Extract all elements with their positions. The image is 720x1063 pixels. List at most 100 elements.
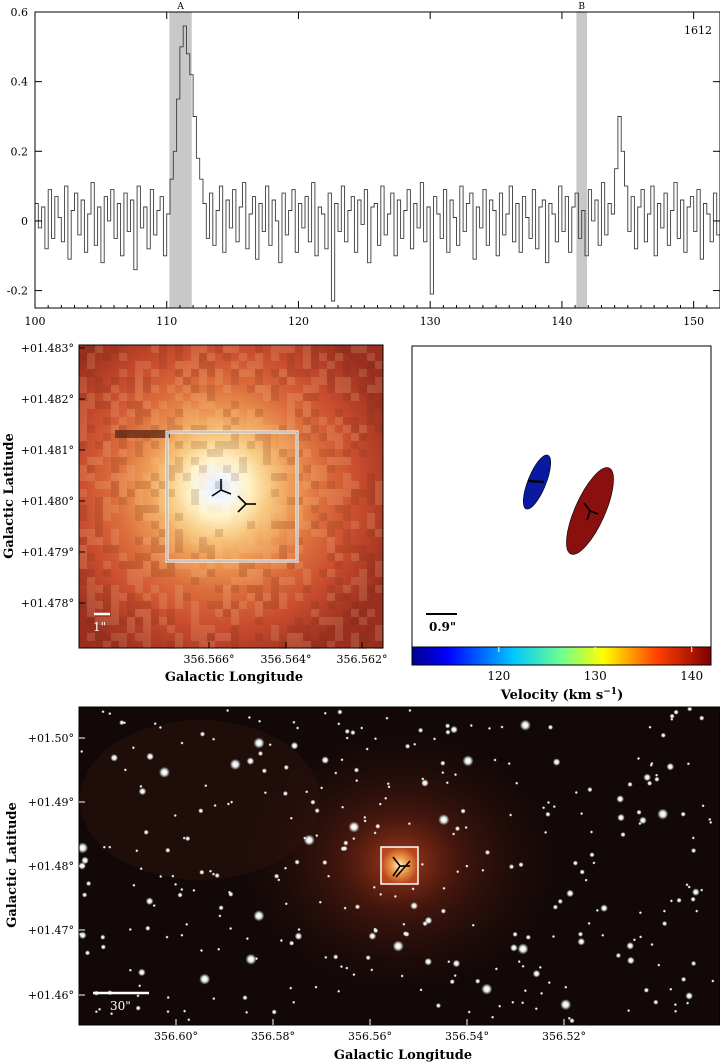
star — [261, 768, 267, 774]
zoom-pixel — [191, 369, 199, 377]
zoom-pixel — [119, 641, 127, 649]
zoom-pixel — [295, 449, 303, 457]
zoom-pixel — [191, 577, 199, 585]
star — [442, 886, 446, 890]
zoom-pixel — [231, 441, 239, 449]
zoom-pixel — [167, 569, 175, 577]
zoom-pixel — [215, 457, 223, 465]
zoom-pixel — [151, 545, 159, 553]
star — [100, 944, 106, 950]
zoom-x-axis-label: Galactic Longitude — [165, 670, 303, 685]
zoom-pixel — [215, 481, 223, 489]
star — [253, 737, 265, 749]
star — [589, 852, 595, 858]
zoom-pixel — [223, 385, 231, 393]
zoom-pixel — [207, 625, 215, 633]
star — [498, 1004, 502, 1008]
zoom-pixel — [255, 377, 263, 385]
zoom-pixel — [111, 505, 119, 513]
zoom-pixel — [335, 521, 343, 529]
zoom-pixel — [143, 569, 151, 577]
zoom-pixel — [159, 593, 167, 601]
star — [453, 773, 458, 777]
zoom-pixel — [239, 489, 247, 497]
star — [507, 762, 511, 766]
zoom-pixel — [103, 417, 111, 425]
star — [691, 836, 695, 840]
zoom-pixel — [119, 417, 127, 425]
star — [542, 806, 546, 810]
zoom-pixel — [231, 417, 239, 425]
star — [650, 942, 654, 947]
star — [587, 787, 593, 793]
zoom-pixel — [135, 449, 143, 457]
zoom-pixel — [79, 513, 87, 521]
zoom-pixel — [111, 601, 119, 609]
star — [580, 812, 584, 816]
zoom-pixel — [295, 641, 303, 649]
zoom-pixel — [311, 521, 319, 529]
zoom-pixel — [151, 617, 159, 625]
zoom-pixel — [335, 345, 343, 353]
zoom-pixel — [319, 529, 327, 537]
zoom-pixel — [271, 561, 279, 569]
star — [500, 725, 504, 729]
star — [344, 728, 350, 735]
zoom-pixel — [207, 473, 215, 481]
star — [277, 878, 281, 882]
zoom-x-tick-label: 356.562° — [337, 653, 388, 666]
star — [226, 802, 230, 806]
zoom-pixel — [151, 513, 159, 521]
star — [339, 965, 344, 969]
zoom-pixel — [183, 561, 191, 569]
zoom-pixel — [191, 393, 199, 401]
star — [456, 870, 460, 874]
zoom-pixel — [367, 385, 375, 393]
star — [128, 927, 132, 932]
star — [405, 743, 411, 749]
zoom-pixel — [191, 345, 199, 353]
zoom-pixel — [95, 497, 103, 505]
zoom-pixel — [327, 433, 335, 441]
star — [547, 724, 554, 730]
star — [660, 732, 666, 738]
zoom-pixel — [103, 569, 111, 577]
zoom-pixel — [223, 601, 231, 609]
zoom-pixel — [287, 425, 295, 433]
zoom-pixel — [319, 465, 327, 473]
star — [337, 709, 343, 715]
zoom-pixel — [183, 465, 191, 473]
zoom-pixel — [135, 569, 143, 577]
zoom-pixel — [311, 505, 319, 513]
field-x-tick-label: 356.58° — [251, 1030, 295, 1043]
star — [566, 889, 574, 898]
zoom-pixel — [151, 409, 159, 417]
zoom-pixel — [79, 505, 87, 513]
zoom-pixel — [311, 361, 319, 369]
zoom-pixel — [335, 577, 343, 585]
field-maser-symbol — [392, 856, 411, 878]
star — [337, 722, 341, 726]
zoom-pixel — [119, 425, 127, 433]
star — [432, 737, 437, 741]
zoom-pixel — [175, 529, 183, 537]
zoom-pixel — [199, 401, 207, 409]
zoom-pixel — [295, 473, 303, 481]
star — [318, 900, 322, 904]
zoom-pixel — [375, 561, 383, 569]
zoom-pixel — [143, 609, 151, 617]
colorbar-axis: 120 130 140 — [487, 647, 703, 683]
zoom-pixel — [319, 377, 327, 385]
zoom-pixel — [223, 481, 231, 489]
star — [686, 762, 691, 766]
y-tick-label: -0.2 — [7, 285, 28, 298]
star — [653, 999, 659, 1005]
star — [323, 711, 327, 715]
star — [180, 741, 184, 745]
star — [208, 869, 213, 873]
star — [218, 914, 222, 918]
zoom-pixel — [343, 593, 351, 601]
zoom-pixel — [239, 601, 247, 609]
zoom-pixel — [271, 601, 279, 609]
star — [212, 997, 216, 1001]
